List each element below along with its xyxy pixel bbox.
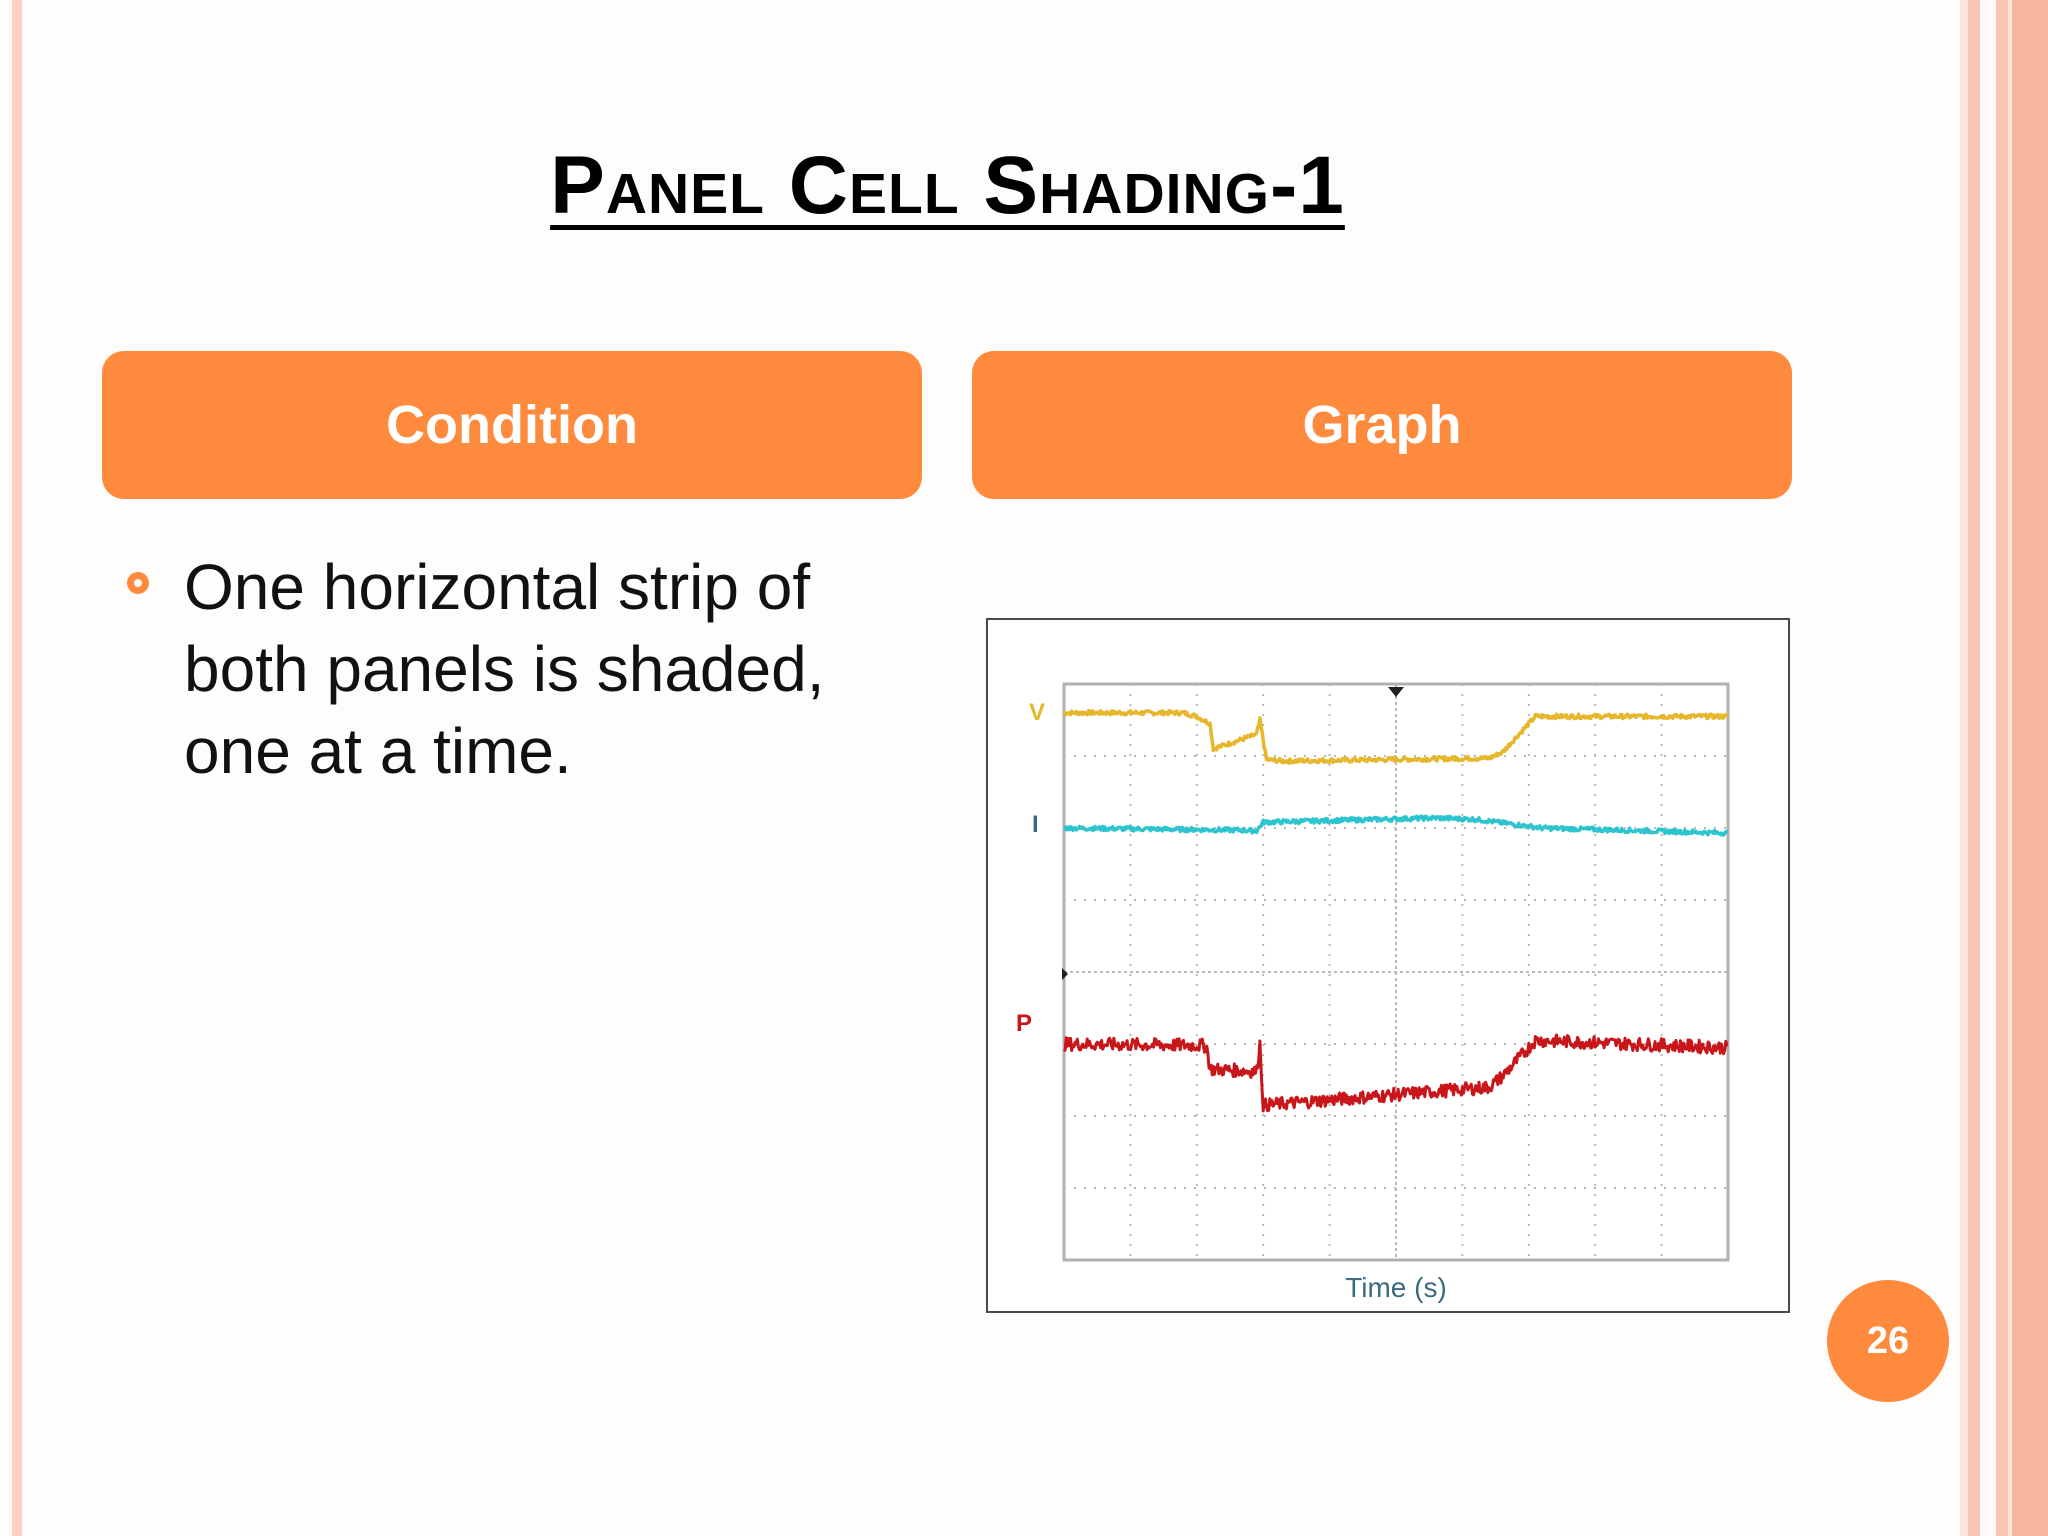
- x-axis-label: Time (s): [1345, 1272, 1447, 1303]
- border-strip-gap: [1980, 0, 1996, 1536]
- page-number-badge: 26: [1827, 1280, 1949, 1402]
- grid-lines: [1064, 684, 1728, 1260]
- trace-p: [1063, 1033, 1729, 1113]
- trace-v: [1063, 708, 1730, 765]
- border-strip-light: [1960, 0, 1968, 1536]
- bullet-ring-icon: [127, 572, 149, 594]
- border-strip-left: [12, 0, 22, 1536]
- trace-i: [1063, 814, 1729, 837]
- graph-header: Graph: [972, 351, 1792, 499]
- graph-header-label: Graph: [1302, 395, 1462, 455]
- condition-header: Condition: [102, 351, 922, 499]
- condition-header-label: Condition: [386, 395, 638, 455]
- traces: [1063, 708, 1730, 1113]
- border-strip-main: [1968, 0, 1980, 1536]
- border-strip-outer-gap: [2008, 0, 2012, 1536]
- border-strip-outer-1: [1996, 0, 2008, 1536]
- p-label: P: [1016, 1010, 1032, 1037]
- ground-marker-icon: [1056, 968, 1068, 980]
- oscilloscope-chart: V I P Time (s): [1016, 682, 1730, 1303]
- v-label: V: [1029, 699, 1045, 726]
- condition-bullet-text: One horizontal strip of both panels is s…: [184, 551, 825, 787]
- slide-title: Panel Cell Shading-1: [550, 140, 1345, 231]
- i-label: I: [1032, 811, 1039, 838]
- border-strip-outer-2: [2012, 0, 2048, 1536]
- graph-frame: V I P Time (s): [986, 618, 1790, 1313]
- trigger-marker-icon: [1388, 687, 1404, 697]
